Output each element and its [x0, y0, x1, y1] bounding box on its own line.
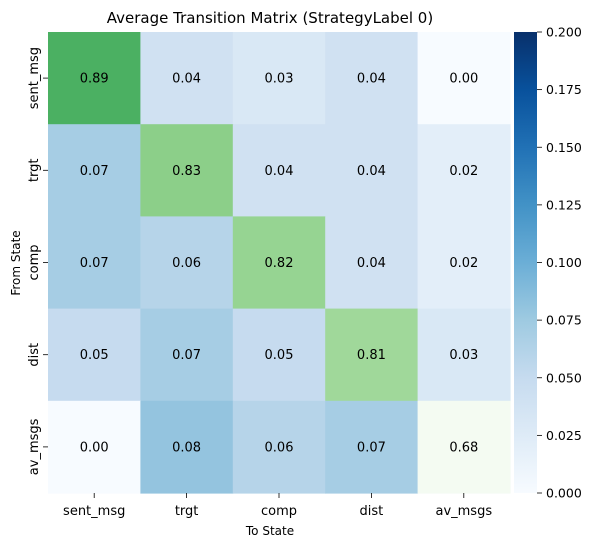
heatmap-cell	[325, 32, 419, 125]
colorbar-tick-label: 0.025	[546, 428, 582, 443]
heatmap-cell	[325, 216, 419, 310]
heatmap-cell	[140, 32, 234, 125]
colorbar	[514, 32, 537, 493]
y-tick-label: trgt	[27, 159, 42, 183]
cell-value-label: 0.00	[80, 440, 109, 455]
heatmap-cell	[232, 32, 326, 125]
cell-value-label: 0.03	[449, 348, 478, 363]
chart-title: Average Transition Matrix (StrategyLabel…	[107, 9, 433, 27]
cell-value-label: 0.81	[357, 348, 386, 363]
colorbar-tick-label: 0.175	[546, 82, 582, 97]
heatmap-cell	[417, 216, 511, 310]
cell-value-label: 0.05	[265, 348, 294, 363]
colorbar-ticks: 0.000 0.025 0.050 0.075 0.100 0.125 0.150 0.175…	[537, 25, 582, 501]
heatmap-cell	[140, 308, 234, 402]
heatmap-cell	[325, 400, 419, 494]
heatmap-cell	[232, 400, 326, 494]
heatmap-cells	[48, 32, 511, 494]
colorbar-tick-label: 0.075	[546, 313, 582, 328]
heatmap-cell	[232, 216, 326, 310]
cell-value-label: 0.07	[80, 164, 109, 179]
heatmap-cell	[48, 400, 141, 494]
x-axis-label: To State	[245, 524, 294, 538]
heatmap-cell	[140, 216, 234, 310]
heatmap-cell	[417, 124, 511, 217]
cell-value-label: 0.04	[357, 72, 386, 87]
heatmap-cell	[417, 400, 511, 494]
y-tick-label: dist	[27, 343, 42, 367]
heatmap-cell	[417, 308, 511, 402]
y-tick-label: comp	[27, 244, 42, 280]
heatmap-cell	[325, 124, 419, 217]
x-tick-label: comp	[261, 504, 297, 519]
heatmap-cell	[140, 400, 234, 494]
cell-value-label: 0.06	[265, 440, 294, 455]
cell-value-label: 0.08	[172, 440, 201, 455]
cell-value-label: 0.04	[357, 256, 386, 271]
cell-value-label: 0.07	[357, 440, 386, 455]
heatmap-cell	[48, 124, 141, 217]
cell-value-label: 0.03	[265, 72, 294, 87]
cell-value-label: 0.04	[265, 164, 294, 179]
heatmap-cell	[325, 308, 419, 402]
colorbar-tick-label: 0.100	[546, 255, 582, 270]
heatmap-cell	[232, 124, 326, 217]
cell-value-label: 0.82	[265, 256, 294, 271]
heatmap-cell	[48, 308, 141, 402]
cell-value-label: 0.00	[449, 72, 478, 87]
heatmap-value-labels: 0.89 0.04 0.03 0.04 0.00 0.07 0.83 0.04 0.04 0.02…	[80, 72, 479, 456]
colorbar-tick-label: 0.150	[546, 140, 582, 155]
colorbar-tick-label: 0.050	[546, 370, 582, 385]
cell-value-label: 0.07	[80, 256, 109, 271]
heatmap-cell	[232, 308, 326, 402]
cell-value-label: 0.02	[449, 164, 478, 179]
y-tick-label: av_msgs	[27, 418, 42, 475]
cell-value-label: 0.05	[80, 348, 109, 363]
y-tick-label: sent_msg	[27, 47, 42, 109]
x-tick-label: dist	[360, 504, 384, 519]
cell-value-label: 0.02	[449, 256, 478, 271]
cell-value-label: 0.07	[172, 348, 201, 363]
cell-value-label: 0.83	[172, 164, 201, 179]
heatmap-cell	[48, 216, 141, 310]
x-tick-label: sent_msg	[63, 504, 125, 519]
x-axis-ticks: sent_msg trgt comp dist av_msgs	[63, 493, 492, 519]
cell-value-label: 0.89	[80, 72, 109, 87]
cell-value-label: 0.04	[357, 164, 386, 179]
cell-value-label: 0.04	[172, 72, 201, 87]
cell-value-label: 0.68	[449, 440, 478, 455]
x-tick-label: trgt	[175, 504, 199, 519]
colorbar-tick-label: 0.125	[546, 197, 582, 212]
heatmap-cell	[140, 124, 234, 217]
heatmap-cell	[48, 32, 141, 125]
cell-value-label: 0.06	[172, 256, 201, 271]
x-tick-label: av_msgs	[435, 504, 492, 519]
heatmap-cell	[417, 32, 511, 125]
colorbar-tick-label: 0.200	[546, 25, 582, 40]
y-axis-label: From State	[9, 230, 23, 295]
colorbar-tick-label: 0.000	[546, 486, 582, 501]
